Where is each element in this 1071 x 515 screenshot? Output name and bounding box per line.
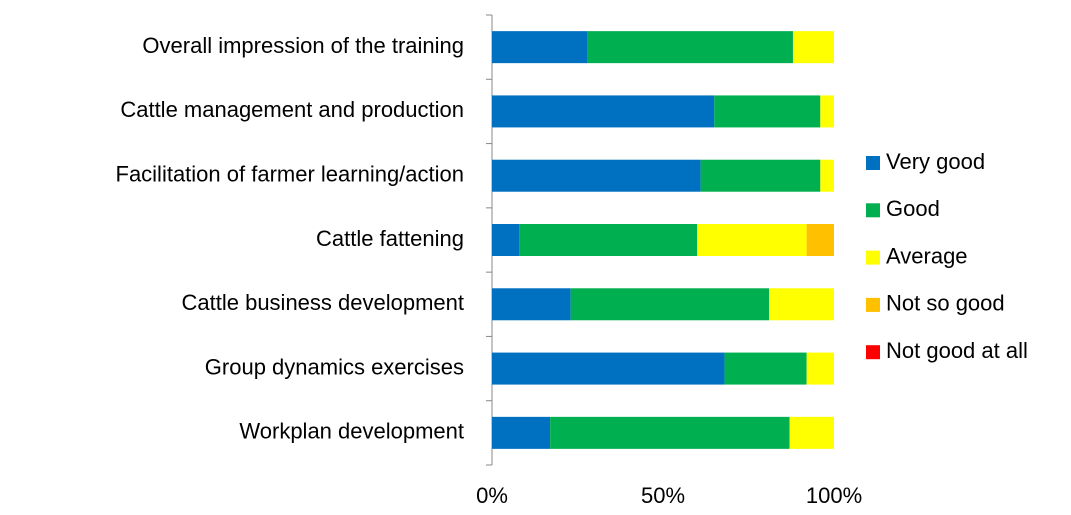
bar-segment [806, 352, 834, 385]
bar-segment [697, 224, 807, 256]
y-tick-label: Cattle fattening [316, 226, 464, 251]
bar-segment [789, 416, 834, 449]
bar-segment [700, 159, 821, 192]
bar-segment [550, 416, 790, 449]
bar-segment [792, 31, 834, 64]
legend-swatch [866, 345, 880, 360]
bar-segment [492, 288, 571, 321]
bar-segment [820, 95, 834, 128]
bar-segment [492, 224, 520, 256]
bar-segment [714, 95, 821, 128]
bar-segment [492, 416, 551, 449]
bar-segment [519, 224, 698, 256]
y-tick-label: Cattle business development [182, 290, 465, 315]
bar-segment [587, 31, 793, 64]
legend-label: Not good at all [886, 338, 1028, 363]
x-tick-label: 100% [806, 483, 862, 508]
bar-segment [492, 31, 588, 64]
bar-segment [806, 224, 834, 256]
legend-label: Average [886, 243, 968, 268]
x-tick-label: 0% [476, 483, 508, 508]
y-tick-label: Overall impression of the training [142, 33, 464, 58]
legend-label: Good [886, 196, 940, 221]
bar-segment [492, 352, 725, 385]
legend-swatch [866, 203, 880, 218]
bar-segment [492, 95, 715, 128]
bar-segment [492, 159, 701, 192]
legend-swatch [866, 156, 880, 170]
y-tick-label: Cattle management and production [120, 97, 464, 122]
legend-label: Not so good [886, 291, 1005, 316]
x-tick-label: 50% [641, 483, 685, 508]
y-tick-label: Group dynamics exercises [205, 354, 464, 379]
bar-segment [570, 288, 770, 321]
y-tick-label: Facilitation of farmer learning/action [116, 162, 465, 187]
legend-swatch [866, 297, 880, 312]
legend-label: Very good [886, 149, 985, 174]
legend-swatch [866, 250, 880, 265]
bar-segment [724, 352, 807, 385]
bar-segment [769, 288, 834, 321]
bar-segment [820, 159, 834, 192]
y-tick-label: Workplan development [239, 419, 464, 444]
